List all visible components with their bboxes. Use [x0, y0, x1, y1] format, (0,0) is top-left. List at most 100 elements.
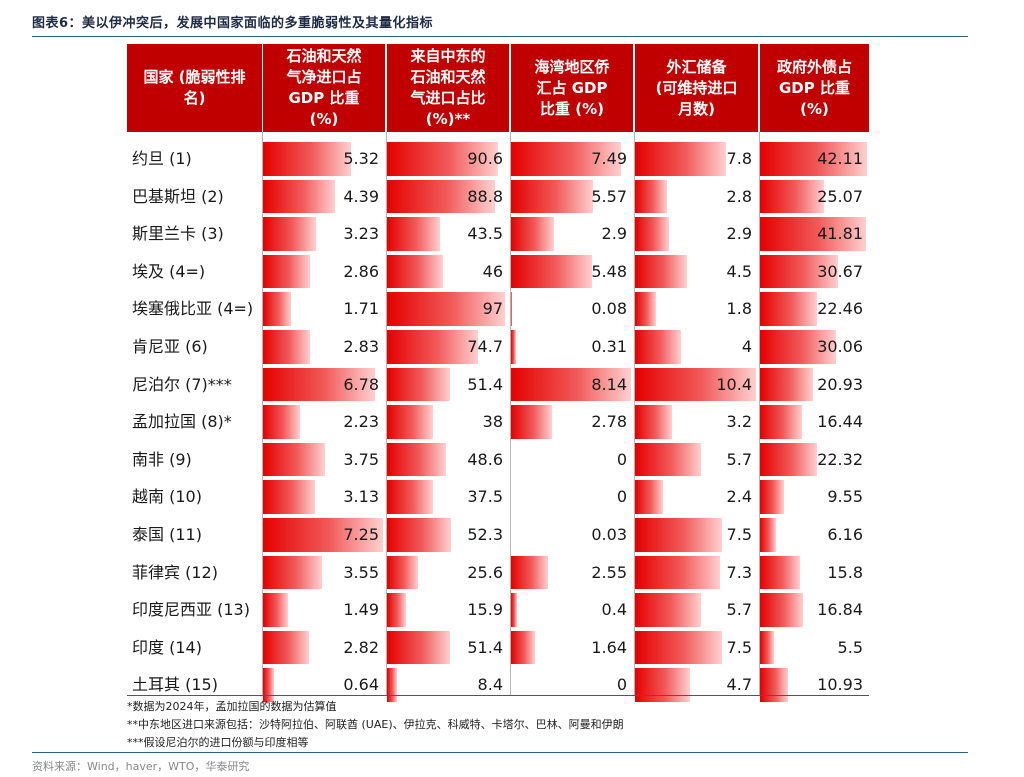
data-bar: [263, 254, 311, 289]
cell-value: 2.4: [726, 487, 752, 507]
cell-value: 10.93: [817, 675, 863, 695]
row-country-label: 约旦 (1): [132, 149, 192, 168]
data-bar: [387, 292, 506, 326]
data-bar: [511, 142, 622, 176]
data-bar: [635, 254, 688, 289]
cell-value: 5.7: [726, 449, 752, 469]
cell-ext-debt: 10.93: [760, 666, 869, 704]
cell-value: 8.4: [477, 675, 503, 695]
cell-ext-debt: 22.32: [760, 441, 869, 479]
data-bar: [263, 292, 292, 326]
data-bar: [635, 405, 673, 439]
data-bar: [635, 518, 723, 552]
header-oil-gas: 石油和天然 气净进口占 GDP 比重 (%): [263, 44, 385, 132]
cell-value: 15.8: [827, 562, 863, 582]
data-bar: [263, 367, 375, 402]
data-bar: [263, 555, 322, 590]
cell-value: 1.8: [726, 299, 752, 319]
cell-value: 1.71: [343, 299, 379, 319]
cell-mideast: 46: [387, 253, 509, 291]
data-bar: [511, 179, 593, 214]
data-bar: [760, 142, 867, 176]
cell-ext-debt: 15.8: [760, 554, 869, 592]
cell-value: 5.32: [343, 149, 379, 168]
cell-value: 7.5: [726, 637, 752, 657]
data-bar: [635, 292, 656, 326]
cell-fx-reserve: 4.7: [635, 666, 758, 704]
data-bar: [511, 254, 592, 289]
cell-fx-reserve: 1.8: [635, 290, 758, 328]
data-bar: [387, 555, 419, 590]
source-rule: [32, 752, 968, 753]
column-separator: [262, 132, 263, 695]
data-bar: [387, 593, 407, 627]
cell-value: 2.8: [726, 186, 752, 206]
cell-value: 97: [482, 299, 503, 319]
cell-value: 2.23: [343, 412, 379, 432]
data-bar: [263, 142, 351, 176]
cell-oil-gas: 2.86: [263, 253, 385, 291]
data-bar: [263, 480, 315, 514]
row-country-label: 南非 (9): [132, 449, 192, 469]
data-bar: [511, 593, 517, 627]
header-mideast: 来自中东的 石油和天然 气进口占比 (%)**: [387, 44, 509, 132]
cell-fx-reserve: 10.4: [635, 366, 758, 404]
row-country-label: 菲律宾 (12): [132, 562, 218, 582]
data-bar: [387, 179, 496, 214]
cell-fx-reserve: 3.2: [635, 403, 758, 441]
data-bar: [635, 480, 663, 514]
data-bar: [760, 442, 817, 477]
cell-value: 30.67: [817, 261, 863, 281]
cell-ext-debt: 5.5: [760, 629, 869, 667]
cell-value: 7.8: [726, 149, 752, 168]
cell-value: 3.75: [343, 449, 379, 469]
data-bar: [511, 367, 631, 402]
cell-value: 90.6: [467, 149, 503, 168]
data-bar: [760, 179, 824, 214]
cell-mideast: 37.5: [387, 478, 509, 516]
cell-gulf-remit: 0.31: [511, 328, 633, 366]
cell-mideast: 15.9: [387, 591, 509, 629]
row-country-label: 斯里兰卡 (3): [132, 224, 224, 244]
header-ext-debt: 政府外债占 GDP 比重 (%): [760, 44, 869, 132]
data-bar: [387, 367, 450, 402]
data-bar: [387, 518, 451, 552]
data-bar: [263, 668, 274, 702]
data-bar: [760, 480, 785, 514]
header-gulf-remit: 海湾地区侨 汇占 GDP 比重 (%): [511, 44, 633, 132]
cell-value: 4.39: [343, 186, 379, 206]
cell-oil-gas: 1.49: [263, 591, 385, 629]
data-bar: [760, 668, 788, 702]
cell-value: 37.5: [467, 487, 503, 507]
data-bar: [511, 630, 536, 665]
cell-value: 0: [616, 675, 627, 695]
column-separator: [634, 132, 635, 695]
cell-gulf-remit: 5.57: [511, 178, 633, 216]
cell-value: 4.5: [726, 261, 752, 281]
cell-oil-gas: 2.82: [263, 629, 385, 667]
cell-fx-reserve: 2.9: [635, 215, 758, 253]
column-separator: [510, 132, 511, 695]
cell-value: 22.32: [817, 449, 863, 469]
cell-oil-gas: 0.64: [263, 666, 385, 704]
cell-mideast: 88.8: [387, 178, 509, 216]
cell-oil-gas: 4.39: [263, 178, 385, 216]
header-country: 国家 (脆弱性排 名): [127, 44, 262, 132]
cell-mideast: 25.6: [387, 554, 509, 592]
cell-fx-reserve: 7.8: [635, 140, 758, 178]
row-country-label: 埃及 (4=): [132, 261, 206, 281]
cell-value: 1.64: [591, 637, 627, 657]
cell-ext-debt: 30.67: [760, 253, 869, 291]
cell-value: 16.84: [817, 600, 863, 620]
cell-gulf-remit: 2.55: [511, 554, 633, 592]
data-bar: [760, 405, 802, 439]
cell-value: 4: [741, 337, 752, 356]
cell-value: 43.5: [467, 224, 503, 244]
cell-value: 30.06: [817, 337, 863, 356]
cell-ext-debt: 20.93: [760, 366, 869, 404]
cell-value: 2.83: [343, 337, 379, 356]
cell-value: 25.07: [817, 186, 863, 206]
cell-value: 38: [482, 412, 503, 432]
data-bar: [760, 593, 803, 627]
cell-ext-debt: 6.16: [760, 516, 869, 554]
